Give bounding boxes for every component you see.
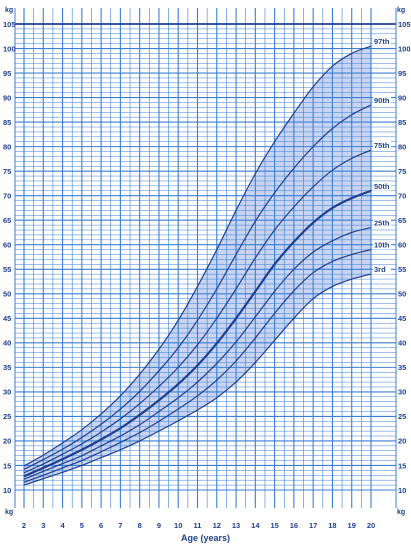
y-tick-left: 30 <box>3 388 11 397</box>
percentile-label-3rd: 3rd <box>374 265 386 274</box>
x-tick: 10 <box>174 521 182 530</box>
y-tick-right: 25 <box>398 412 406 421</box>
x-tick: 19 <box>348 521 356 530</box>
y-tick-right: 95 <box>398 69 406 78</box>
x-tick: 12 <box>213 521 221 530</box>
y-tick-right: 65 <box>398 216 406 225</box>
y-tick-right: 20 <box>398 437 406 446</box>
percentile-label-10th: 10th <box>374 241 390 250</box>
y-tick-right: 60 <box>398 241 406 250</box>
y-tick-right: 10 <box>398 486 406 495</box>
y-tick-left: 45 <box>3 314 11 323</box>
y-tick-left: 10 <box>3 486 11 495</box>
y-tick-left: 25 <box>3 412 11 421</box>
y-tick-left: 100 <box>3 44 16 53</box>
y-tick-left: 75 <box>3 167 11 176</box>
x-tick: 7 <box>118 521 122 530</box>
x-tick: 2 <box>22 521 26 530</box>
x-tick: 8 <box>138 521 142 530</box>
y-tick-left: 55 <box>3 265 11 274</box>
y-tick-right: 105 <box>398 20 411 29</box>
y-tick-left: 70 <box>3 191 11 200</box>
x-tick: 5 <box>80 521 84 530</box>
y-tick-left: 90 <box>3 93 11 102</box>
x-tick: 11 <box>194 521 202 530</box>
percentile-label-50th: 50th <box>374 182 390 191</box>
y-tick-left: 105 <box>3 20 16 29</box>
x-tick: 18 <box>328 521 336 530</box>
y-tick-right: 50 <box>398 290 406 299</box>
y-tick-right: 15 <box>398 461 406 470</box>
y-tick-right: 90 <box>398 93 406 102</box>
y-tick-left: 15 <box>3 461 11 470</box>
y-tick-right: 70 <box>398 191 406 200</box>
percentile-label-97th: 97th <box>374 37 390 46</box>
x-tick: 17 <box>309 521 317 530</box>
x-tick: 13 <box>232 521 240 530</box>
x-tick: 9 <box>157 521 161 530</box>
y-unit-label-top-right: kg <box>397 7 405 14</box>
y-tick-left: 95 <box>3 69 11 78</box>
y-tick-left: 85 <box>3 118 11 127</box>
y-tick-left: 35 <box>3 363 11 372</box>
y-tick-right: 40 <box>398 339 406 348</box>
y-tick-right: 30 <box>398 388 406 397</box>
y-unit-label-bottom-left: kg <box>5 509 13 516</box>
percentile-label-25th: 25th <box>374 219 390 228</box>
y-tick-right: 80 <box>398 142 406 151</box>
x-tick: 20 <box>367 521 375 530</box>
y-tick-left: 40 <box>3 339 11 348</box>
y-tick-left: 20 <box>3 437 11 446</box>
y-tick-left: 50 <box>3 290 11 299</box>
y-tick-right: 85 <box>398 118 406 127</box>
y-tick-right: 75 <box>398 167 406 176</box>
y-tick-left: 65 <box>3 216 11 225</box>
x-axis-title: Age (years) <box>181 533 230 543</box>
x-tick: 15 <box>270 521 278 530</box>
y-tick-left: 60 <box>3 241 11 250</box>
x-tick: 14 <box>251 521 260 530</box>
x-tick: 6 <box>99 521 103 530</box>
percentile-label-75th: 75th <box>374 141 390 150</box>
y-tick-left: 80 <box>3 142 11 151</box>
y-unit-label-bottom-right: kg <box>397 509 405 516</box>
y-tick-right: 100 <box>398 44 411 53</box>
x-tick: 3 <box>41 521 45 530</box>
y-unit-label-top-left: kg <box>5 7 13 14</box>
y-tick-right: 45 <box>398 314 406 323</box>
percentile-label-90th: 90th <box>374 96 390 105</box>
y-tick-right: 35 <box>398 363 406 372</box>
x-tick: 16 <box>290 521 298 530</box>
y-tick-right: 55 <box>398 265 406 274</box>
